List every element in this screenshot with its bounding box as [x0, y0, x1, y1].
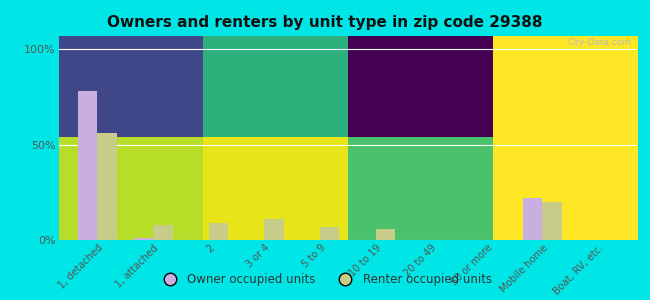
Bar — [320, 227, 339, 240]
Bar — [209, 223, 228, 240]
Bar — [265, 219, 284, 240]
Bar — [134, 238, 153, 240]
Bar — [98, 133, 117, 240]
Bar — [523, 198, 543, 240]
Bar — [543, 202, 562, 240]
Bar — [376, 229, 395, 240]
Bar — [78, 91, 98, 240]
Bar — [153, 225, 172, 240]
Legend: Owner occupied units, Renter occupied units: Owner occupied units, Renter occupied un… — [153, 269, 497, 291]
Text: Owners and renters by unit type in zip code 29388: Owners and renters by unit type in zip c… — [107, 15, 543, 30]
Text: City-Data.com: City-Data.com — [567, 38, 631, 47]
